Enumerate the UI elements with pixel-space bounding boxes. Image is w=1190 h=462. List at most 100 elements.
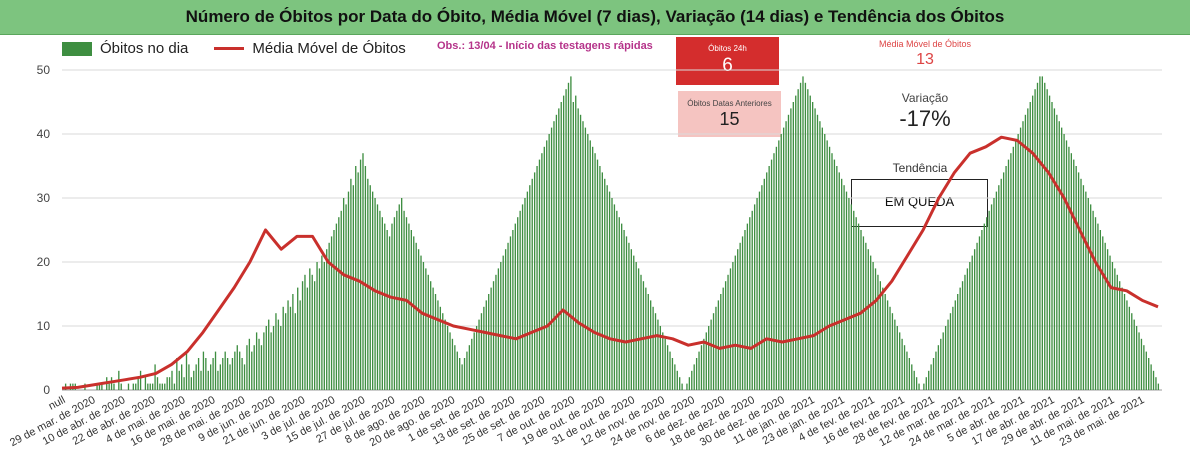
bar-obitos-dia xyxy=(161,383,163,390)
card-obitos-anteriores-value: 15 xyxy=(719,109,740,129)
bar-obitos-dia xyxy=(872,262,874,390)
bar-obitos-dia xyxy=(659,326,662,390)
bar-obitos-dia xyxy=(444,319,446,390)
bar-obitos-dia xyxy=(459,358,461,390)
bar-obitos-dia xyxy=(1073,159,1075,390)
bar-obitos-dia xyxy=(911,364,913,390)
card-obitos-24h-label: Óbitos 24h xyxy=(708,44,747,53)
bar-obitos-dia xyxy=(183,377,185,390)
bar-obitos-dia xyxy=(408,223,410,390)
bar-obitos-dia xyxy=(205,358,207,390)
bar-obitos-dia xyxy=(640,274,642,390)
bar-obitos-dia xyxy=(717,300,720,390)
bar-obitos-dia xyxy=(722,287,724,390)
legend: Óbitos no dia Média Móvel de Óbitos xyxy=(62,40,406,57)
bar-obitos-dia xyxy=(751,210,753,390)
bar-obitos-dia xyxy=(986,217,988,390)
bar-obitos-dia xyxy=(570,76,572,391)
bar-obitos-dia xyxy=(802,76,804,391)
bar-obitos-dia xyxy=(359,159,362,390)
bar-obitos-dia xyxy=(514,223,516,390)
bar-obitos-dia xyxy=(674,364,676,390)
card-obitos-24h-value: 6 xyxy=(722,55,733,76)
bar-obitos-dia xyxy=(284,313,287,390)
bar-obitos-dia xyxy=(560,102,562,390)
bar-obitos-dia xyxy=(848,198,850,390)
bar-obitos-dia xyxy=(932,358,935,390)
bar-obitos-dia xyxy=(625,236,628,390)
bar-obitos-dia xyxy=(775,146,778,390)
bar-obitos-dia xyxy=(251,351,253,390)
bar-obitos-dia xyxy=(657,319,659,390)
y-tick-label: 20 xyxy=(37,255,51,269)
bar-obitos-dia xyxy=(420,255,422,390)
bar-obitos-dia xyxy=(1000,178,1002,390)
bar-obitos-dia xyxy=(1039,76,1041,391)
bar-obitos-dia xyxy=(679,377,681,390)
bar-obitos-dia xyxy=(195,364,197,390)
y-tick-label: 30 xyxy=(37,191,51,205)
bar-obitos-dia xyxy=(219,364,222,390)
bar-obitos-dia xyxy=(623,230,625,390)
bar-obitos-dia xyxy=(1123,294,1126,390)
bar-obitos-dia xyxy=(362,153,364,390)
bar-obitos-dia xyxy=(1056,114,1058,391)
bar-obitos-dia xyxy=(606,185,608,390)
bar-obitos-dia xyxy=(845,191,848,390)
legend-line-label: Média Móvel de Óbitos xyxy=(252,40,406,57)
bar-obitos-dia xyxy=(347,191,350,390)
bar-obitos-dia xyxy=(1126,300,1128,390)
bar-obitos-dia xyxy=(335,223,338,390)
bar-obitos-dia xyxy=(749,217,751,390)
bar-obitos-dia xyxy=(413,236,415,390)
bar-obitos-dia xyxy=(241,358,243,390)
bar-obitos-dia xyxy=(311,274,313,390)
bar-obitos-dia xyxy=(601,172,603,390)
bar-obitos-dia xyxy=(596,159,599,390)
bar-obitos-dia xyxy=(952,306,954,390)
bar-obitos-dia xyxy=(398,204,400,390)
bar-obitos-dia xyxy=(168,377,171,390)
bar-obitos-dia xyxy=(1007,159,1010,390)
bar-obitos-dia xyxy=(384,223,386,390)
bar-obitos-dia xyxy=(671,358,674,390)
bar-obitos-dia xyxy=(309,268,311,390)
bar-obitos-dia xyxy=(608,191,611,390)
bar-obitos-dia xyxy=(737,249,739,390)
bar-obitos-dia xyxy=(1017,134,1019,390)
bar-obitos-dia xyxy=(857,223,860,390)
bar-obitos-dia xyxy=(811,102,814,390)
bar-obitos-dia xyxy=(761,185,763,390)
bar-obitos-dia xyxy=(770,159,773,390)
bar-obitos-dia xyxy=(973,249,976,390)
bar-obitos-dia xyxy=(712,313,715,390)
bar-obitos-dia xyxy=(877,274,879,390)
y-tick-label: 40 xyxy=(37,127,51,141)
bar-obitos-dia xyxy=(961,281,964,390)
bar-obitos-dia xyxy=(529,185,531,390)
bar-obitos-dia xyxy=(405,217,408,390)
bar-obitos-dia xyxy=(345,204,347,390)
bar-obitos-dia xyxy=(393,217,396,390)
bar-obitos-dia xyxy=(1111,262,1114,390)
bar-obitos-dia xyxy=(330,236,333,390)
bar-obitos-dia xyxy=(287,300,289,390)
bar-obitos-dia xyxy=(430,281,432,390)
bar-obitos-dia xyxy=(908,358,911,390)
bar-obitos-dia xyxy=(270,332,272,390)
bar-obitos-dia xyxy=(1150,364,1152,390)
bar-obitos-dia xyxy=(947,319,949,390)
bar-obitos-dia xyxy=(553,121,555,390)
bar-obitos-dia xyxy=(98,383,101,390)
bar-obitos-dia xyxy=(865,242,867,390)
bar-obitos-dia xyxy=(647,294,649,390)
bar-obitos-dia xyxy=(964,274,966,390)
bar-obitos-dia xyxy=(297,287,299,390)
bar-obitos-dia xyxy=(1029,102,1031,390)
bar-obitos-dia xyxy=(681,383,683,390)
card-variacao: Variação -17% xyxy=(860,91,990,132)
bar-obitos-dia xyxy=(870,255,872,390)
bar-obitos-dia xyxy=(306,287,309,390)
bar-obitos-dia xyxy=(976,242,978,390)
